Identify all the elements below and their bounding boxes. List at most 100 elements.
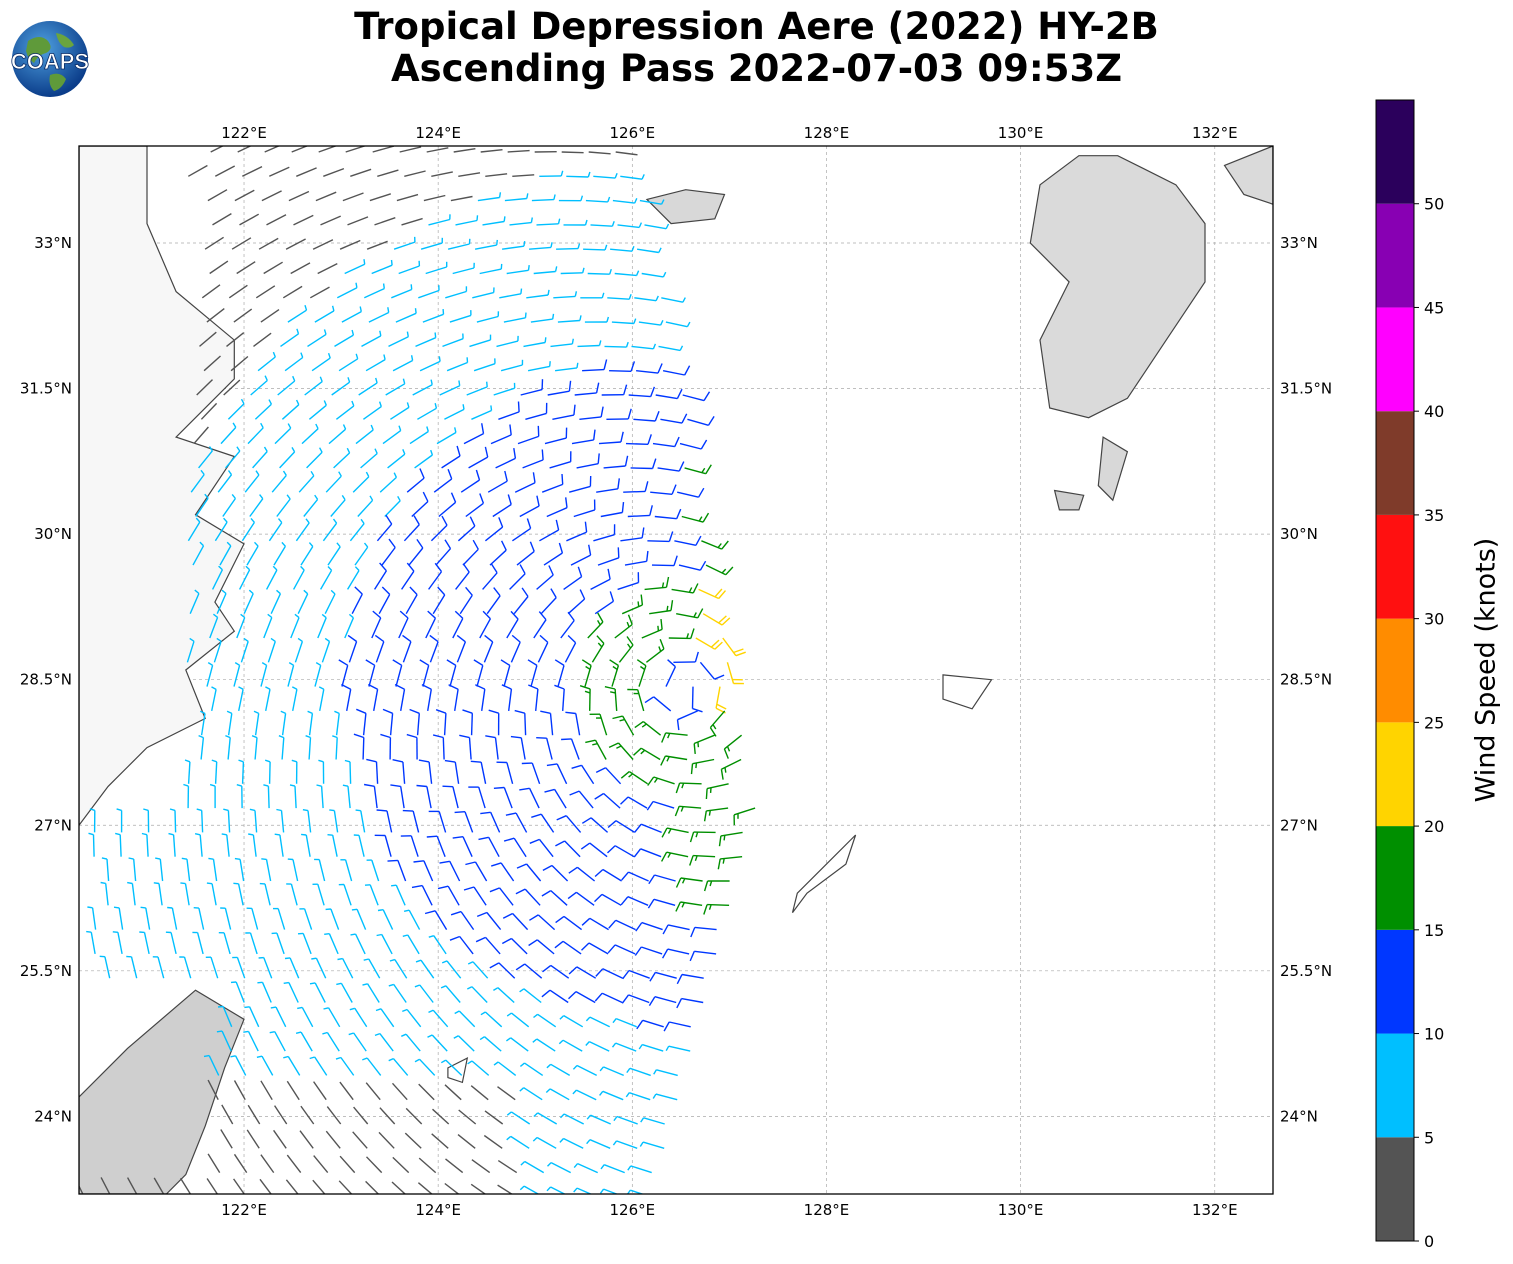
wind-barb (179, 956, 192, 979)
wind-barb (331, 377, 351, 396)
wind-barb (594, 792, 621, 809)
lon-tick-label: 124°E (415, 1201, 461, 1219)
wind-barb (622, 969, 650, 980)
wind-barb (152, 956, 165, 979)
wind-barb (388, 1057, 409, 1076)
wind-barb (474, 239, 498, 250)
wind-barb (519, 988, 542, 1004)
wind-barb (568, 866, 596, 882)
lat-tick-label: 31.5°N (1280, 380, 1332, 398)
wind-barb (342, 784, 351, 809)
wind-barb (291, 759, 298, 784)
wind-barb (702, 613, 731, 626)
wind-barb (212, 212, 232, 226)
wind-barb (519, 1185, 540, 1194)
wind-barb (414, 449, 434, 469)
wind-barb (573, 1162, 598, 1174)
wind-barb (281, 399, 300, 420)
wind-barb (626, 1067, 651, 1077)
wind-barb (442, 785, 459, 809)
wind-barb (366, 758, 379, 784)
wind-barb (503, 312, 527, 323)
wind-barb (250, 375, 268, 396)
wind-barb (293, 214, 314, 226)
wind-barb (276, 808, 285, 833)
wind-barb (599, 1090, 624, 1101)
wind-barb (467, 1060, 490, 1076)
wind-barb (363, 783, 378, 809)
wind-barb (366, 240, 388, 250)
wind-barb (253, 710, 260, 736)
wind-barb (263, 784, 270, 809)
wind-barb (323, 167, 345, 177)
wind-barb (553, 291, 578, 299)
wind-barb (336, 282, 358, 299)
wind-barb (679, 439, 708, 450)
wind-barb (441, 445, 461, 469)
wind-barb (631, 343, 657, 350)
wind-barb (269, 1031, 286, 1052)
wind-barb (505, 1037, 529, 1052)
wind-barb (525, 402, 548, 420)
colorbar-bin (1376, 826, 1414, 930)
colorbar-bin (1376, 203, 1414, 308)
wind-barb (274, 1105, 288, 1125)
wind-barb (595, 767, 622, 785)
wind-barb (246, 541, 259, 566)
wind-barb (621, 594, 644, 615)
wind-barb (225, 446, 241, 469)
wind-barb (334, 710, 340, 736)
wind-barb (561, 151, 584, 154)
wind-barb (620, 174, 645, 180)
wind-barb (225, 734, 231, 760)
wind-barb (449, 935, 474, 955)
wind-barb (396, 193, 419, 202)
wind-barb (533, 611, 547, 639)
wind-barb (284, 352, 304, 372)
wind-barb (338, 353, 359, 372)
title-line-1: Tropical Depression Aere (2022) HY-2B (354, 5, 1159, 48)
wind-barb (344, 259, 366, 275)
graticule (79, 146, 1273, 1194)
lat-tick-label: 31.5°N (20, 380, 72, 398)
wind-barb (418, 1157, 437, 1174)
wind-barb (330, 495, 346, 517)
wind-barb (206, 882, 217, 906)
wind-barb (439, 380, 461, 396)
wind-barb (228, 284, 248, 299)
wind-barb (288, 190, 310, 202)
wind-barb (608, 742, 634, 760)
wind-barb (703, 807, 729, 822)
wind-barb (127, 881, 136, 906)
ishigaki-islands (447, 1057, 469, 1084)
wind-barb (620, 771, 648, 785)
wind-barb (676, 997, 704, 1009)
wind-barb (514, 472, 536, 493)
wind-barb (290, 613, 300, 639)
wind-barb (260, 309, 280, 323)
wind-barb (335, 1056, 355, 1076)
wind-barb (314, 858, 326, 882)
wind-barb (333, 447, 351, 469)
wind-barb (168, 832, 176, 857)
wind-barb (593, 172, 618, 179)
wind-barb (482, 216, 506, 226)
wind-barb (555, 840, 581, 858)
wind-barb (184, 759, 191, 784)
wind-barb (289, 784, 297, 809)
wind-barb (723, 734, 743, 759)
colorbar-label: Wind Speed (knots) (1470, 537, 1502, 803)
lat-tick-label: 33°N (1280, 234, 1318, 252)
wind-barb (620, 896, 649, 906)
wind-barb (312, 239, 334, 250)
wind-barb (207, 1079, 219, 1101)
wind-barb (435, 709, 447, 736)
wind-barb (319, 566, 333, 590)
wind-barb (99, 955, 111, 979)
wind-barb (368, 307, 390, 323)
wind-barb (231, 237, 252, 250)
wind-barb (570, 544, 592, 566)
wind-barb (404, 170, 426, 177)
wind-barb (594, 868, 622, 882)
wind-barb (431, 171, 453, 177)
